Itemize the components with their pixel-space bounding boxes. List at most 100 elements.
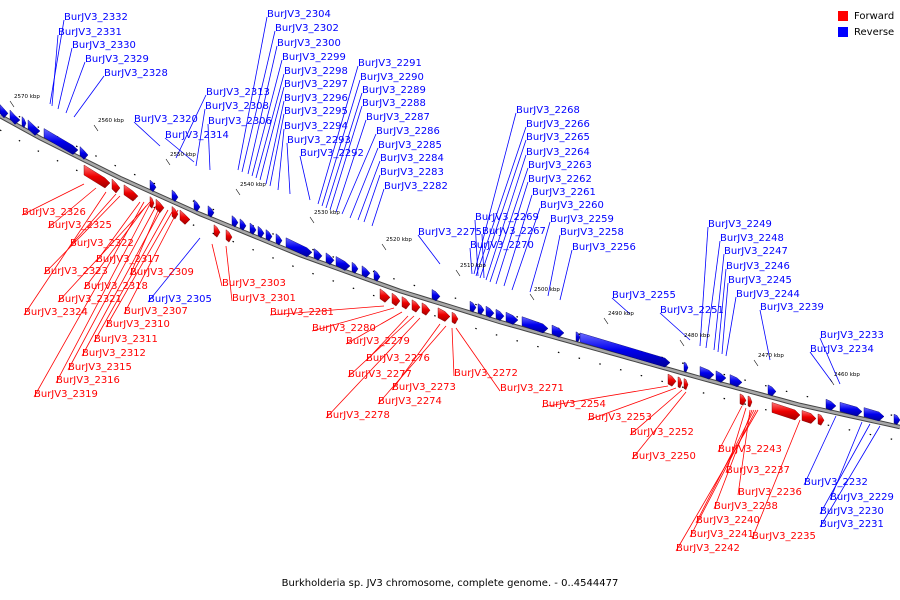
- backbone-highlight: [0, 114, 900, 429]
- gene-label-r57: BurJV3_2305: [148, 294, 212, 305]
- gene-label-r25: BurJV3_2287: [366, 112, 430, 123]
- gene-label-r36: BurJV3_2263: [528, 160, 592, 171]
- gene-label-f9: BurJV3_2307: [124, 306, 188, 317]
- leader-line-r30: [371, 188, 385, 227]
- reverse-gene-30: [551, 324, 565, 338]
- leader-line-r4: [73, 75, 105, 118]
- forward-gene-16: [667, 373, 677, 387]
- leader-line-r49: [705, 240, 721, 349]
- leader-line-f1: [47, 187, 97, 229]
- leader-line-r27: [349, 147, 379, 219]
- leader-line-f18: [269, 305, 385, 316]
- map-caption: Burkholderia sp. JV3 chromosome, complet…: [281, 578, 619, 589]
- tick-label-0: 2570 kbp: [14, 94, 40, 100]
- gene-label-r7: BurJV3_2308: [205, 101, 269, 112]
- legend-forward: Forward: [838, 8, 900, 24]
- gene-label-r17: BurJV3_2295: [284, 106, 348, 117]
- gene-label-f5: BurJV3_2318: [84, 281, 148, 292]
- tick-label-2: 2550 kbp: [170, 152, 196, 158]
- leader-line-f0: [21, 183, 85, 216]
- leader-line-r37: [495, 181, 529, 285]
- tick-mark-8: [603, 317, 609, 325]
- tick-mark-4: [309, 216, 315, 224]
- gene-label-f24: BurJV3_2274: [378, 396, 442, 407]
- tick-label-4: 2530 kbp: [314, 210, 340, 216]
- leader-line-f19: [311, 307, 395, 332]
- leader-line-r24: [329, 105, 363, 211]
- reverse-gene-10: [231, 215, 239, 228]
- gene-label-r13: BurJV3_2299: [282, 52, 346, 63]
- gene-label-f29: BurJV3_2253: [588, 412, 652, 423]
- leader-line-r15: [259, 86, 285, 181]
- leader-line-f39: [751, 419, 801, 540]
- gene-label-f32: BurJV3_2243: [718, 444, 782, 455]
- leader-line-r26: [341, 133, 377, 215]
- gene-label-r29: BurJV3_2283: [380, 167, 444, 178]
- gene-label-r39: BurJV3_2260: [540, 200, 604, 211]
- gene-label-r41: BurJV3_2267: [482, 226, 546, 237]
- reverse-gene-31: [575, 331, 581, 343]
- leader-line-r23: [325, 92, 363, 209]
- gene-label-f38: BurJV3_2242: [676, 543, 740, 554]
- tick-mark-3: [235, 188, 241, 196]
- forward-gene-1: [111, 178, 121, 194]
- leader-line-f24: [377, 325, 447, 405]
- gene-label-r21: BurJV3_2291: [358, 58, 422, 69]
- gene-label-f35: BurJV3_2238: [714, 501, 778, 512]
- reverse-gene-29: [521, 316, 549, 334]
- leader-line-f15: [33, 201, 145, 398]
- leader-line-r46: [611, 297, 631, 315]
- gene-label-r51: BurJV3_2246: [726, 261, 790, 272]
- leader-line-r25: [335, 119, 367, 213]
- gene-label-f15: BurJV3_2319: [34, 389, 98, 400]
- gene-label-f7: BurJV3_2321: [58, 294, 122, 305]
- gene-label-f16: BurJV3_2303: [222, 278, 286, 289]
- leader-line-f31: [631, 391, 687, 460]
- leader-line-f11: [93, 209, 169, 343]
- gene-label-f30: BurJV3_2252: [630, 427, 694, 438]
- tick-label-3: 2540 kbp: [240, 182, 266, 188]
- gene-label-f31: BurJV3_2250: [632, 451, 696, 462]
- gene-label-f14: BurJV3_2316: [56, 375, 120, 386]
- forward-gene-20: [747, 395, 753, 408]
- reverse-gene-34: [699, 366, 715, 380]
- leader-line-f3: [43, 195, 121, 275]
- tick-mark-6: [455, 269, 461, 277]
- gene-label-f18: BurJV3_2281: [270, 307, 334, 318]
- reverse-gene-16: [285, 237, 313, 258]
- gene-label-r60: BurJV3_2230: [820, 506, 884, 517]
- reverse-gene-5: [79, 146, 89, 160]
- leader-line-r6: [175, 94, 207, 159]
- leader-line-r28: [357, 160, 381, 221]
- leader-line-r39: [511, 207, 541, 291]
- gene-label-r59: BurJV3_2229: [830, 492, 894, 503]
- reverse-gene-11: [239, 218, 247, 231]
- tick-mark-7: [529, 293, 535, 301]
- gene-label-r1: BurJV3_2331: [58, 27, 122, 38]
- gene-label-r45: BurJV3_2256: [572, 242, 636, 253]
- gene-label-r18: BurJV3_2294: [284, 121, 348, 132]
- leader-line-r31: [417, 234, 441, 265]
- forward-gene-13: [421, 302, 431, 316]
- leader-line-f30: [629, 389, 683, 436]
- leader-line-r32: [473, 112, 517, 275]
- gene-label-r48: BurJV3_2249: [708, 219, 772, 230]
- reverse-gene-25: [477, 303, 485, 315]
- reverse-gene-20: [351, 261, 359, 274]
- gene-label-f17: BurJV3_2301: [232, 293, 296, 304]
- leader-line-r47: [659, 312, 691, 341]
- reverse-gene-4: [43, 128, 79, 155]
- gene-label-r54: BurJV3_2239: [760, 302, 824, 313]
- gene-label-f28: BurJV3_2254: [542, 399, 606, 410]
- gene-label-f33: BurJV3_2237: [726, 465, 790, 476]
- reverse-gene-15: [275, 233, 283, 246]
- gene-label-f39: BurJV3_2235: [752, 531, 816, 542]
- reverse-gene-35: [715, 370, 727, 383]
- reverse-gene-3: [27, 119, 41, 136]
- leader-line-f5: [83, 205, 147, 290]
- reverse-gene-2: [21, 116, 27, 129]
- legend-reverse-label: Reverse: [854, 26, 895, 38]
- leader-line-r3: [65, 61, 86, 114]
- gene-label-r16: BurJV3_2296: [284, 93, 348, 104]
- reverse-gene-17: [313, 248, 323, 261]
